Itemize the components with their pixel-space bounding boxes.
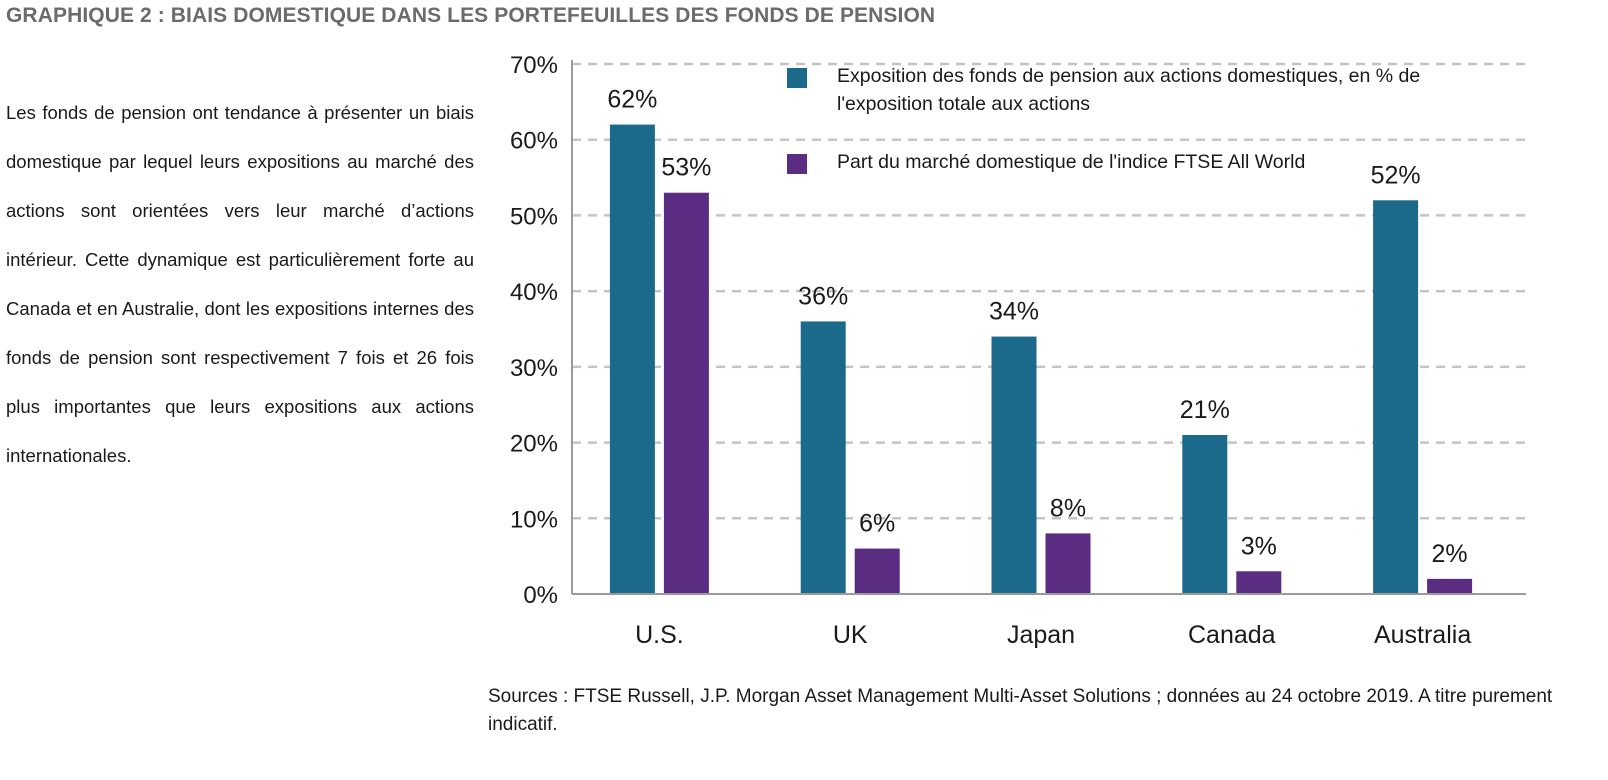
- legend-swatch-purple: [787, 154, 807, 174]
- y-tick-label: 70%: [510, 52, 558, 79]
- bar-market-share: [663, 192, 709, 594]
- y-tick-label: 10%: [510, 506, 558, 533]
- bar-domestic-exposure: [609, 124, 655, 595]
- y-tick-label: 30%: [510, 355, 558, 382]
- chart-canvas: 0% 10% 20% 30% 40% 50% 60% 70% 62% 53% U.S. 36% 6% UK…: [510, 52, 1526, 649]
- data-label: 3%: [1241, 532, 1277, 560]
- legend-swatch-blue: [787, 68, 807, 88]
- bar-market-share: [1045, 533, 1091, 594]
- y-tick-label: 0%: [523, 582, 558, 609]
- category-label: U.S.: [635, 621, 684, 649]
- bar-domestic-exposure: [991, 336, 1037, 594]
- legend-label-market-share: Part du marché domestique de l'indice FT…: [837, 151, 1306, 173]
- bar-market-share: [1236, 571, 1282, 594]
- bar-domestic-exposure: [800, 321, 846, 594]
- bar-market-share: [854, 548, 900, 594]
- data-label: 36%: [798, 282, 848, 310]
- data-label: 52%: [1371, 161, 1421, 189]
- chart-heading: GRAPHIQUE 2 : BIAIS DOMESTIQUE DANS LES …: [6, 4, 936, 27]
- bar-domestic-exposure: [1182, 435, 1228, 594]
- data-label: 62%: [607, 86, 657, 114]
- category-label: Canada: [1188, 621, 1276, 649]
- data-label: 34%: [989, 298, 1039, 326]
- y-tick-label: 20%: [510, 431, 558, 458]
- category-label: Australia: [1374, 621, 1471, 649]
- bar-domestic-exposure: [1373, 200, 1419, 595]
- category-label: Japan: [1007, 621, 1075, 649]
- y-tick-label: 40%: [510, 279, 558, 306]
- legend-item-market-share: Part du marché domestique de l'indice FT…: [787, 148, 1487, 176]
- y-tick-label: 60%: [510, 128, 558, 155]
- bar-market-share: [1427, 578, 1473, 594]
- data-label: 2%: [1432, 540, 1468, 568]
- data-label: 6%: [859, 510, 895, 538]
- legend-label-domestic-exposure: Exposition des fonds de pension aux acti…: [837, 65, 1421, 115]
- data-label: 21%: [1180, 396, 1230, 424]
- category-label: UK: [833, 621, 868, 649]
- data-label: 8%: [1050, 494, 1086, 522]
- chart-legend: Exposition des fonds de pension aux acti…: [787, 62, 1487, 176]
- bar-chart: 0% 10% 20% 30% 40% 50% 60% 70% 62% 53% U.S. 36% 6% UK…: [480, 40, 1600, 680]
- legend-item-domestic-exposure: Exposition des fonds de pension aux acti…: [787, 62, 1487, 118]
- data-label: 53%: [661, 154, 711, 182]
- source-note: Sources : FTSE Russell, J.P. Morgan Asse…: [488, 686, 1553, 735]
- y-tick-label: 50%: [510, 203, 558, 230]
- intro-paragraph: Les fonds de pension ont tendance à prés…: [6, 102, 474, 466]
